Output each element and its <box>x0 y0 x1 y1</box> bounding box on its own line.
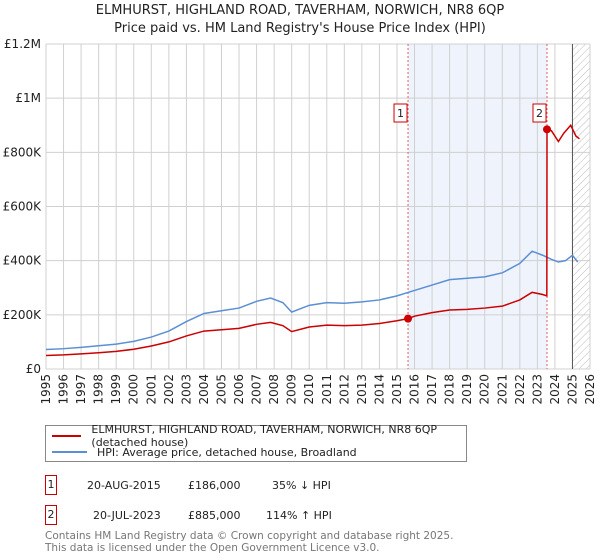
sale-point <box>404 314 413 323</box>
transaction-row: 1 20-AUG-2015 £186,000 35% ↓ HPI <box>45 475 445 497</box>
chart-subtitle: Price paid vs. HM Land Registry's House … <box>114 21 486 36</box>
x-tick-label: 2008 <box>267 374 281 405</box>
transaction-badge: 1 <box>45 475 57 495</box>
x-tick-label: 2019 <box>460 374 474 405</box>
hpi-line <box>45 250 579 351</box>
x-tick-label: 2016 <box>408 374 422 405</box>
sale-marker-badge <box>532 103 547 123</box>
transaction-price: £885,000 <box>188 509 241 522</box>
y-tick-label: £1M <box>15 91 41 105</box>
transaction-hpi: 114% ↑ HPI <box>266 509 332 522</box>
x-tick-label: 2014 <box>372 374 386 405</box>
blue-line-swatch <box>52 451 87 453</box>
x-tick-label: 2002 <box>162 374 176 405</box>
x-tick-label: 2017 <box>425 374 439 405</box>
transaction-date: 20-JUL-2023 <box>93 509 161 522</box>
legend: ELMHURST, HIGHLAND ROAD, TAVERHAM, NORWI… <box>45 423 467 462</box>
legend-label: HPI: Average price, detached house, Broa… <box>97 445 357 459</box>
transaction-hpi: 35% ↓ HPI <box>272 479 331 492</box>
footer: Contains HM Land Registry data © Crown c… <box>45 530 453 554</box>
y-tick-label: £200K <box>3 308 43 322</box>
transaction-price: £186,000 <box>188 479 241 492</box>
x-tick-label: 2020 <box>478 374 492 405</box>
x-tick-label: 2007 <box>250 374 264 405</box>
property-price-line <box>45 123 580 357</box>
x-tick-label: 2022 <box>513 374 527 405</box>
footer-licence: This data is licensed under the Open Gov… <box>45 542 380 554</box>
transaction-date: 20-AUG-2015 <box>87 479 161 492</box>
x-tick-label: 2004 <box>197 374 211 405</box>
footer-copyright: Contains HM Land Registry data © Crown c… <box>45 530 454 542</box>
x-tick-label: 2001 <box>144 374 158 405</box>
x-tick-label: 2010 <box>302 374 316 405</box>
y-tick-label: £800K <box>3 145 43 159</box>
x-tick-label: 2000 <box>127 374 141 405</box>
x-tick-label: 2006 <box>232 374 246 405</box>
chart-title: ELMHURST, HIGHLAND ROAD, TAVERHAM, NORWI… <box>95 3 505 18</box>
x-tick-label: 2009 <box>285 374 299 405</box>
x-tick-label: 1998 <box>92 374 106 405</box>
legend-item-property: ELMHURST, HIGHLAND ROAD, TAVERHAM, NORWI… <box>52 423 466 449</box>
y-tick-label: £600K <box>3 200 43 214</box>
sale-point <box>543 125 552 134</box>
transaction-row: 2 20-JUL-2023 £885,000 114% ↑ HPI <box>45 505 445 527</box>
x-tick-label: 2011 <box>320 374 334 405</box>
x-tick-label: 2013 <box>355 374 369 405</box>
legend-label: ELMHURST, HIGHLAND ROAD, TAVERHAM, NORWI… <box>91 423 438 449</box>
x-tick-label: 2021 <box>495 374 509 405</box>
x-tick-label: 2018 <box>443 374 457 405</box>
y-tick-label: £0 <box>26 362 41 376</box>
sale-marker-label: 2 <box>536 107 543 120</box>
y-tick-label: £400K <box>3 254 43 268</box>
sale-marker-label: 1 <box>397 107 404 120</box>
x-tick-label: 2023 <box>530 374 544 405</box>
x-tick-label: 2003 <box>179 374 193 405</box>
price-chart: 1995 1996 1997 1998 1999 2000 2001 2002 2003 2004… <box>3 37 597 405</box>
x-tick-label: 1995 <box>39 374 53 405</box>
sale-marker-badge <box>393 103 408 123</box>
legend-item-hpi: HPI: Average price, detached house, Broa… <box>52 445 357 459</box>
y-tick-label: £1.2M <box>4 37 41 51</box>
x-tick-label: 1996 <box>57 374 71 405</box>
transaction-badge: 2 <box>45 505 57 525</box>
x-tick-label: 2012 <box>337 374 351 405</box>
x-tick-label: 2005 <box>214 374 228 405</box>
x-tick-label: 1997 <box>74 374 88 405</box>
x-tick-label: 1999 <box>109 374 123 405</box>
x-tick-label: 2024 <box>548 374 562 405</box>
x-tick-label: 2015 <box>390 374 404 405</box>
x-tick-label: 2025 <box>565 374 579 405</box>
x-tick-label: 2026 <box>583 374 597 405</box>
red-line-swatch <box>52 435 82 437</box>
